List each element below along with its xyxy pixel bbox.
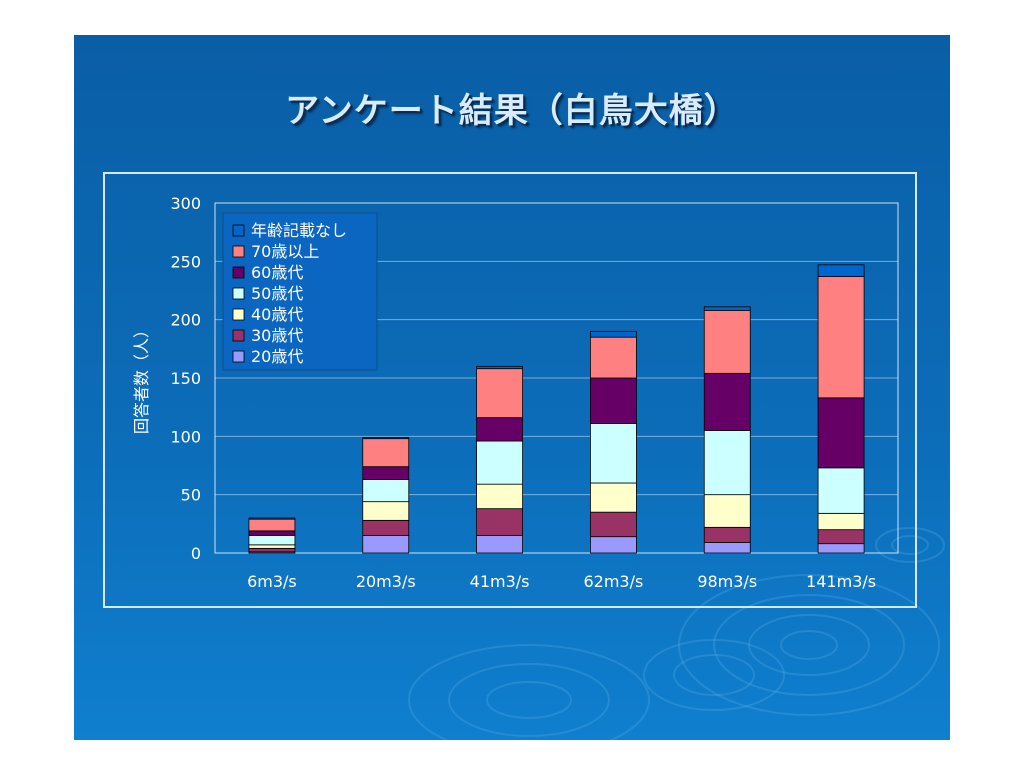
chart-frame: 0 50 100 150 200 250 300 回答者数（人） 6m3/s 20m3/s 41m3… (103, 172, 917, 608)
y-tick-label: 100 (170, 427, 201, 446)
bar-segment (703, 430, 751, 496)
bar-segment (362, 438, 410, 468)
bar-segment (362, 535, 410, 554)
bar-segment (703, 372, 751, 431)
x-tick-label: 98m3/s (697, 572, 757, 591)
bar-segment (703, 526, 751, 543)
bar-segment (590, 336, 637, 379)
bar-segment (362, 519, 410, 536)
bar-segment (476, 417, 523, 442)
bar-segment (248, 547, 296, 553)
stacked-bar-chart: 0 50 100 150 200 250 300 回答者数（人） 6m3/s 20m3/s 41m3… (132, 194, 899, 591)
x-tick-label: 6m3/s (247, 572, 297, 591)
ripple-decoration (408, 527, 945, 740)
y-axis-label: 回答者数（人） (132, 322, 151, 434)
bar-segment (703, 494, 751, 528)
legend-label: 70歳以上 (251, 242, 319, 261)
legend-swatch (232, 245, 245, 258)
legend-label: 50歳代 (251, 284, 303, 303)
bar-segment (476, 508, 523, 536)
bar-segment (476, 440, 523, 485)
bar-segment (817, 512, 865, 531)
bar-segment (817, 397, 865, 469)
y-tick-label: 250 (170, 252, 201, 271)
y-tick-label: 200 (170, 311, 201, 330)
legend-label: 60歳代 (251, 263, 303, 282)
bar-segment (248, 517, 296, 520)
y-tick-label: 0 (191, 544, 201, 563)
legend-label: 30歳代 (251, 326, 303, 345)
bar-segment (248, 544, 296, 549)
bar-segment (362, 466, 410, 480)
legend-swatch (232, 329, 245, 342)
bar-segment (590, 330, 637, 338)
bar-segment (476, 365, 523, 370)
bar-segment (248, 535, 296, 546)
legend-swatch (232, 308, 245, 321)
y-tick-label: 50 (181, 486, 201, 505)
bar-segment (590, 511, 637, 538)
bar-segment (362, 501, 410, 521)
legend-label: 20歳代 (251, 347, 303, 366)
bar-segment (703, 542, 751, 554)
x-tick-label: 141m3/s (806, 572, 876, 591)
legend-swatch (232, 350, 245, 363)
bar-segment (590, 377, 637, 424)
bar-segment (817, 529, 865, 545)
legend-swatch (232, 266, 245, 279)
bar-segment (817, 467, 865, 514)
bar-segment (590, 536, 637, 554)
bar-segment (362, 479, 410, 503)
bar-segment (476, 368, 523, 419)
bar-segment (703, 306, 751, 311)
bar-segment (248, 518, 296, 532)
bar-segment (817, 543, 865, 554)
bar-segment (590, 482, 637, 513)
bar-segment (590, 423, 637, 484)
legend-label: 年齢記載なし (251, 221, 347, 240)
legend-swatch (232, 287, 245, 300)
plot-area (214, 202, 899, 554)
slide-title: アンケート結果（白鳥大橋） (285, 91, 739, 131)
legend-swatch (232, 224, 245, 237)
y-tick-label: 300 (170, 194, 201, 213)
legend-box (222, 212, 378, 371)
slide: アンケート結果（白鳥大橋） 0 50 100 150 200 250 300 回答者数（人） 6… (74, 35, 950, 740)
bar-segment (476, 535, 523, 554)
x-tick-label: 62m3/s (583, 572, 643, 591)
bar-segment (817, 276, 865, 399)
legend-label: 40歳代 (251, 305, 303, 324)
bar-segment (703, 309, 751, 374)
bar-segment (248, 530, 296, 536)
x-tick-label: 41m3/s (470, 572, 530, 591)
y-tick-label: 150 (170, 369, 201, 388)
x-tick-label: 20m3/s (356, 572, 416, 591)
bar-segment (817, 264, 865, 277)
bar-segment (362, 437, 410, 440)
bar-segment (476, 483, 523, 510)
